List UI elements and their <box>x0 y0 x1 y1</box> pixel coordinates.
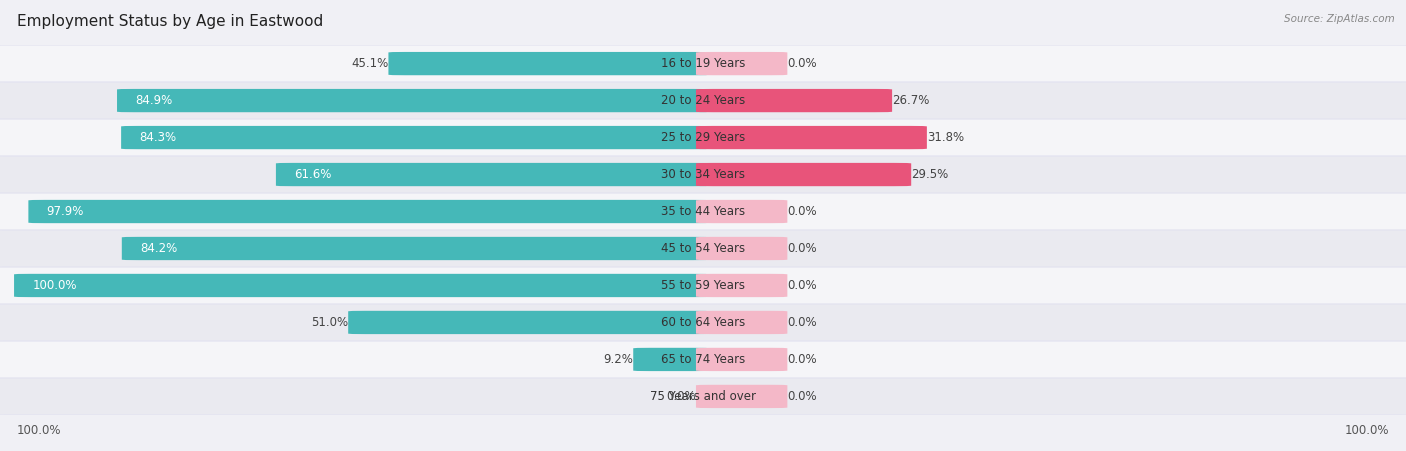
Text: 75 Years and over: 75 Years and over <box>650 390 756 403</box>
Text: 26.7%: 26.7% <box>891 94 929 107</box>
FancyBboxPatch shape <box>0 83 1406 119</box>
Text: 0.0%: 0.0% <box>787 390 817 403</box>
FancyBboxPatch shape <box>696 163 911 186</box>
Text: 0.0%: 0.0% <box>787 205 817 218</box>
Text: 100.0%: 100.0% <box>17 424 62 437</box>
Text: 20 to 24 Years: 20 to 24 Years <box>661 94 745 107</box>
FancyBboxPatch shape <box>696 237 787 260</box>
Text: 0.0%: 0.0% <box>787 57 817 70</box>
FancyBboxPatch shape <box>696 89 891 112</box>
Text: 84.3%: 84.3% <box>139 131 177 144</box>
FancyBboxPatch shape <box>276 163 710 186</box>
FancyBboxPatch shape <box>388 52 710 75</box>
Text: 51.0%: 51.0% <box>311 316 349 329</box>
FancyBboxPatch shape <box>0 378 1406 414</box>
Text: Employment Status by Age in Eastwood: Employment Status by Age in Eastwood <box>17 14 323 28</box>
Text: 45.1%: 45.1% <box>352 57 388 70</box>
FancyBboxPatch shape <box>696 385 787 408</box>
FancyBboxPatch shape <box>28 200 710 223</box>
FancyBboxPatch shape <box>122 237 710 260</box>
FancyBboxPatch shape <box>14 274 710 297</box>
Text: 55 to 59 Years: 55 to 59 Years <box>661 279 745 292</box>
Text: 16 to 19 Years: 16 to 19 Years <box>661 57 745 70</box>
FancyBboxPatch shape <box>696 52 787 75</box>
Text: 97.9%: 97.9% <box>46 205 84 218</box>
Text: 30 to 34 Years: 30 to 34 Years <box>661 168 745 181</box>
Text: 31.8%: 31.8% <box>927 131 965 144</box>
FancyBboxPatch shape <box>0 156 1406 193</box>
Text: 60 to 64 Years: 60 to 64 Years <box>661 316 745 329</box>
Text: 0.0%: 0.0% <box>787 242 817 255</box>
Text: 29.5%: 29.5% <box>911 168 949 181</box>
FancyBboxPatch shape <box>696 126 927 149</box>
Text: 0.0%: 0.0% <box>787 316 817 329</box>
Text: 35 to 44 Years: 35 to 44 Years <box>661 205 745 218</box>
FancyBboxPatch shape <box>696 200 787 223</box>
FancyBboxPatch shape <box>117 89 710 112</box>
FancyBboxPatch shape <box>696 311 787 334</box>
FancyBboxPatch shape <box>696 348 787 371</box>
Text: 84.9%: 84.9% <box>135 94 173 107</box>
Text: 84.2%: 84.2% <box>141 242 177 255</box>
Text: Source: ZipAtlas.com: Source: ZipAtlas.com <box>1284 14 1395 23</box>
FancyBboxPatch shape <box>0 341 1406 377</box>
Text: 0.0%: 0.0% <box>787 353 817 366</box>
Text: 100.0%: 100.0% <box>32 279 77 292</box>
Text: 25 to 29 Years: 25 to 29 Years <box>661 131 745 144</box>
FancyBboxPatch shape <box>0 304 1406 341</box>
FancyBboxPatch shape <box>0 46 1406 82</box>
FancyBboxPatch shape <box>0 193 1406 230</box>
Text: 45 to 54 Years: 45 to 54 Years <box>661 242 745 255</box>
Text: 0.0%: 0.0% <box>787 279 817 292</box>
Text: 100.0%: 100.0% <box>1344 424 1389 437</box>
FancyBboxPatch shape <box>633 348 710 371</box>
FancyBboxPatch shape <box>121 126 710 149</box>
Text: 65 to 74 Years: 65 to 74 Years <box>661 353 745 366</box>
FancyBboxPatch shape <box>0 120 1406 156</box>
FancyBboxPatch shape <box>349 311 710 334</box>
FancyBboxPatch shape <box>0 267 1406 304</box>
FancyBboxPatch shape <box>0 230 1406 267</box>
Text: 0.0%: 0.0% <box>666 390 696 403</box>
FancyBboxPatch shape <box>696 274 787 297</box>
Text: 61.6%: 61.6% <box>294 168 332 181</box>
Text: 9.2%: 9.2% <box>603 353 633 366</box>
